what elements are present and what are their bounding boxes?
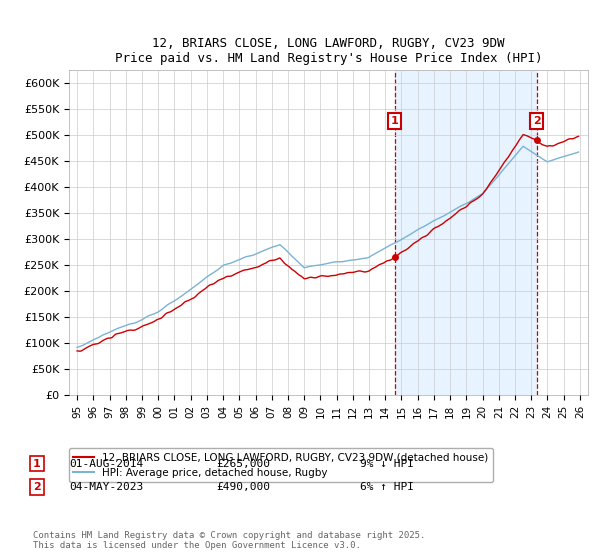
Text: 2: 2: [533, 116, 541, 126]
Text: 01-AUG-2014: 01-AUG-2014: [69, 459, 143, 469]
Text: 1: 1: [391, 116, 398, 126]
Text: £490,000: £490,000: [216, 482, 270, 492]
Text: 04-MAY-2023: 04-MAY-2023: [69, 482, 143, 492]
Text: 2: 2: [33, 482, 41, 492]
Text: £265,000: £265,000: [216, 459, 270, 469]
Bar: [395, 70, 536, 395]
Text: 9% ↓ HPI: 9% ↓ HPI: [360, 459, 414, 469]
Legend: 12, BRIARS CLOSE, LONG LAWFORD, RUGBY, CV23 9DW (detached house), HPI: Average p: 12, BRIARS CLOSE, LONG LAWFORD, RUGBY, C…: [69, 449, 493, 482]
Text: 6% ↑ HPI: 6% ↑ HPI: [360, 482, 414, 492]
Text: Contains HM Land Registry data © Crown copyright and database right 2025.
This d: Contains HM Land Registry data © Crown c…: [33, 530, 425, 550]
Title: 12, BRIARS CLOSE, LONG LAWFORD, RUGBY, CV23 9DW
Price paid vs. HM Land Registry': 12, BRIARS CLOSE, LONG LAWFORD, RUGBY, C…: [115, 36, 542, 64]
Text: 1: 1: [33, 459, 41, 469]
